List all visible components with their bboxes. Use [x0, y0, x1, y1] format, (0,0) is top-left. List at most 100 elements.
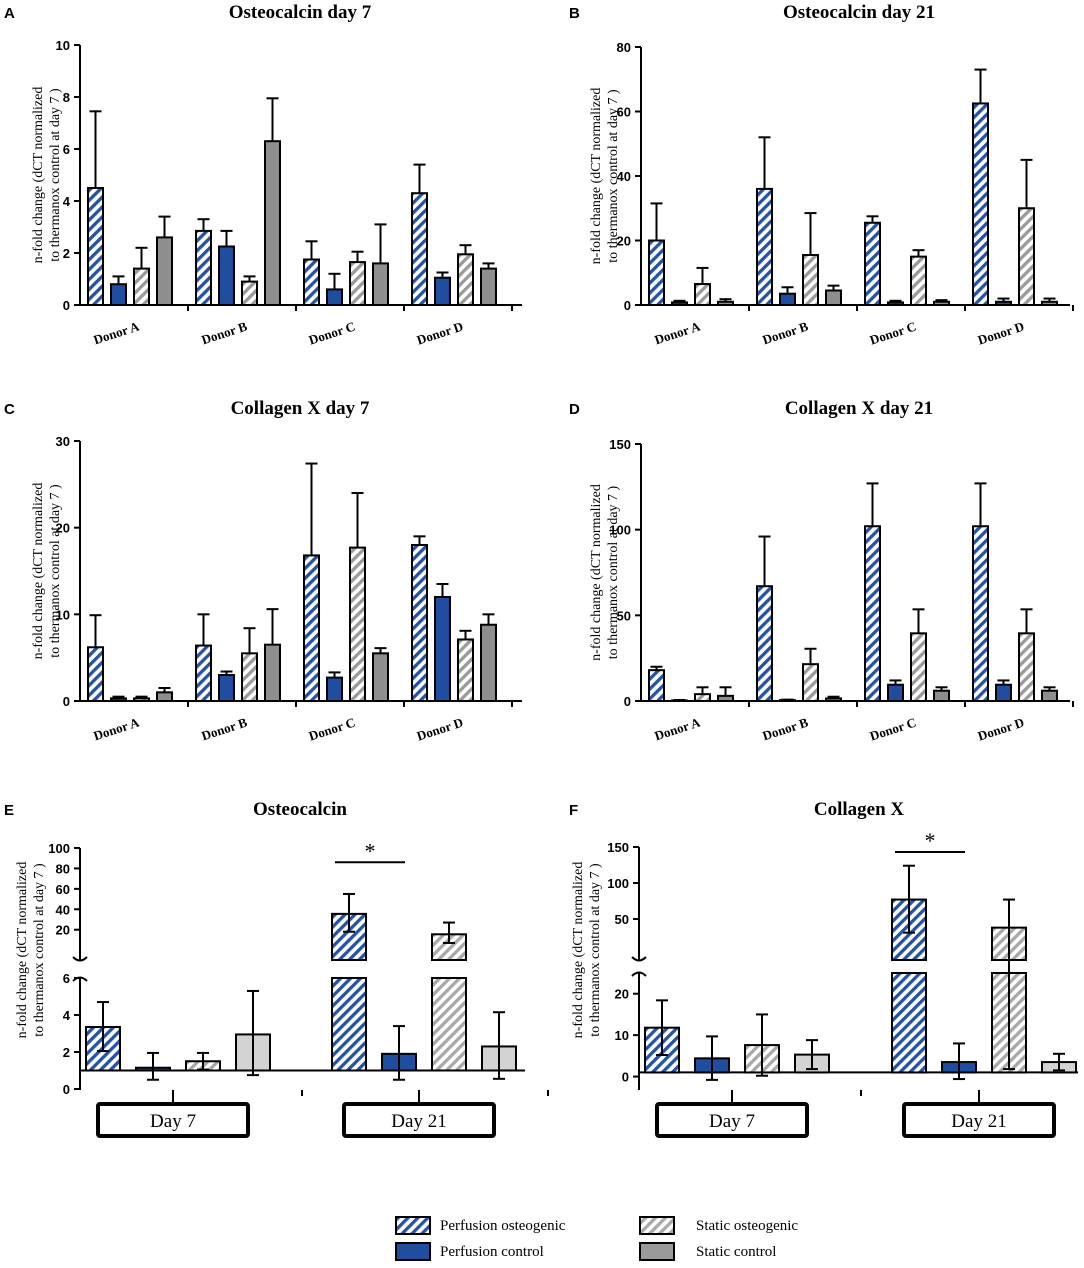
bar-static-control-donor-a — [156, 236, 173, 306]
y-tick-label: 80 — [56, 861, 70, 876]
bar-perfusion-osteogenic-donor-d — [972, 102, 989, 306]
axis-break-mark-upper — [631, 956, 647, 962]
bar-perfusion-control-donor-b — [779, 292, 796, 306]
y-axis-label-line-1: n-fold change (dCT normalized — [31, 87, 46, 264]
y-axis-label: n-fold change (dCT normalized to thermano… — [589, 484, 621, 661]
y-axis-label-line-1: n-fold change (dCT normalized — [15, 862, 30, 1039]
bar-static-control-donor-b — [264, 643, 281, 703]
bar-perfusion-control-donor-c — [326, 288, 343, 306]
y-tick-label: 20 — [56, 923, 70, 938]
day-label-day-7: Day 7 — [150, 1111, 196, 1132]
y-tick-label: 50 — [617, 608, 631, 623]
chart-title: Osteocalcin day 7 — [229, 2, 372, 23]
bar-static-osteogenic-donor-c — [910, 632, 927, 702]
y-axis-label-line-2: to thermanox control at day 7 ) — [606, 485, 621, 659]
y-tick-label: 150 — [607, 840, 629, 855]
significance-star: * — [925, 828, 936, 853]
bar-perfusion-osteogenic-donor-c — [864, 221, 881, 306]
chart-title: Collagen X day 7 — [231, 398, 370, 419]
legend-label-static-control: Static control — [696, 1244, 776, 1260]
category-label-donor-b: Donor B — [200, 714, 250, 743]
y-tick-label: 80 — [617, 40, 631, 55]
y-tick-label: 60 — [56, 882, 70, 897]
y-axis-label: n-fold change (dCT normalized to thermano… — [15, 862, 47, 1039]
y-axis-label: n-fold change (dCT normalized to thermano… — [31, 483, 63, 660]
category-label-donor-d: Donor D — [415, 715, 465, 744]
category-label-donor-b: Donor B — [200, 318, 250, 347]
category-label-donor-a: Donor A — [653, 318, 703, 347]
bar-static-control-donor-d — [1041, 689, 1058, 702]
bar-static-control-donor-c — [372, 652, 389, 702]
bar-static-osteogenic-donor-b — [802, 663, 819, 702]
panel-letter-a: A — [4, 5, 15, 22]
bar-static-control-donor-a — [717, 694, 734, 702]
category-label-donor-c: Donor C — [307, 319, 357, 348]
y-axis-label-line-2: to thermanox control at day 7 ) — [588, 863, 603, 1037]
y-axis-label-line-2: to thermanox control at day 7 ) — [606, 89, 621, 263]
bar-perfusion-osteogenic-donor-a — [648, 669, 665, 702]
bar-static-osteogenic-donor-d — [457, 638, 474, 703]
y-tick-label: 20 — [56, 521, 70, 536]
panel-a: A Osteocalcin day 7 0 2 4 6 8 10 n-fold change (… — [4, 2, 522, 348]
bar-perfusion-control-donor-d — [434, 276, 451, 307]
bar-static-control-donor-b — [264, 140, 281, 306]
y-tick-label: 40 — [56, 902, 70, 917]
axis-break-mark-upper — [72, 956, 88, 962]
y-tick-label: 100 — [48, 841, 70, 856]
bar-perfusion-control-donor-d — [434, 596, 451, 702]
panel-letter-c: C — [4, 401, 15, 418]
y-tick-label: 40 — [617, 169, 631, 184]
bar-perfusion-osteogenic-donor-b — [756, 187, 773, 306]
bar-perfusion-osteogenic-donor-a — [87, 646, 104, 702]
bar-static-control-donor-c — [372, 262, 389, 306]
y-tick-label: 2 — [63, 246, 70, 261]
bar-static-osteogenic-donor-b — [241, 652, 258, 702]
bar-perfusion-control-donor-a — [671, 699, 688, 703]
bar-static-control-donor-c — [933, 300, 950, 306]
legend-label-static-osteogenic: Static osteogenic — [696, 1218, 798, 1234]
bar-perfusion-osteogenic-donor-c — [864, 525, 881, 702]
y-tick-label: 30 — [56, 434, 70, 449]
bar-static-osteogenic-donor-b — [241, 280, 258, 307]
y-tick-label: 0 — [624, 298, 631, 313]
y-tick-label: 0 — [624, 694, 631, 709]
bar-perfusion-osteogenic-donor-d — [411, 192, 428, 306]
category-label-donor-d: Donor D — [415, 319, 465, 348]
bar-perfusion-control-donor-c — [326, 676, 343, 702]
chart-title: Collagen X — [814, 799, 905, 820]
day-label-day-21: Day 21 — [391, 1111, 446, 1132]
legend-swatch-perfusion-osteogenic — [395, 1216, 431, 1235]
panel-d: D Collagen X day 21 0 50 100 150 n-fold change… — [569, 398, 1074, 744]
y-axis-label-line-1: n-fold change (dCT normalized — [589, 88, 604, 265]
legend-swatch-static-control — [639, 1242, 675, 1261]
bar-perfusion-osteogenic-donor-b — [195, 229, 212, 306]
y-tick-label: 10 — [56, 607, 70, 622]
y-tick-label: 6 — [63, 971, 70, 986]
y-tick-label: 0 — [63, 298, 70, 313]
category-label-donor-a: Donor A — [92, 318, 142, 347]
bar-perfusion-osteogenic-donor-c — [303, 554, 320, 703]
y-tick-label: 60 — [617, 105, 631, 120]
bar-perfusion-control-donor-c — [887, 301, 904, 307]
category-label-donor-c: Donor C — [868, 715, 918, 744]
category-label-donor-a: Donor A — [653, 714, 703, 743]
panel-letter-e: E — [4, 802, 14, 819]
bar-static-control-donor-c — [933, 689, 950, 702]
category-label-donor-c: Donor C — [868, 319, 918, 348]
bar-static-osteogenic-donor-b — [802, 254, 819, 306]
chart-title: Osteocalcin — [253, 799, 347, 820]
bar-perfusion-osteogenic-donor-d — [411, 544, 428, 702]
category-label-donor-d: Donor D — [976, 715, 1026, 744]
bar-perfusion-control-donor-d — [995, 300, 1012, 306]
y-tick-label: 4 — [63, 1008, 71, 1023]
y-tick-label: 20 — [615, 987, 629, 1002]
panel-b: B Osteocalcin day 21 0 20 40 60 80 n-fold chang… — [569, 2, 1074, 348]
chart-title: Osteocalcin day 21 — [783, 2, 935, 23]
bar-static-osteogenic-donor-d — [1018, 632, 1035, 702]
bar-lower-perfusion-osteogenic-day-21 — [891, 972, 927, 1074]
bar-perfusion-control-donor-b — [218, 674, 235, 702]
category-label-donor-b: Donor B — [761, 714, 811, 743]
y-tick-label: 8 — [63, 90, 70, 105]
legend-swatch-static-osteogenic — [639, 1216, 675, 1235]
